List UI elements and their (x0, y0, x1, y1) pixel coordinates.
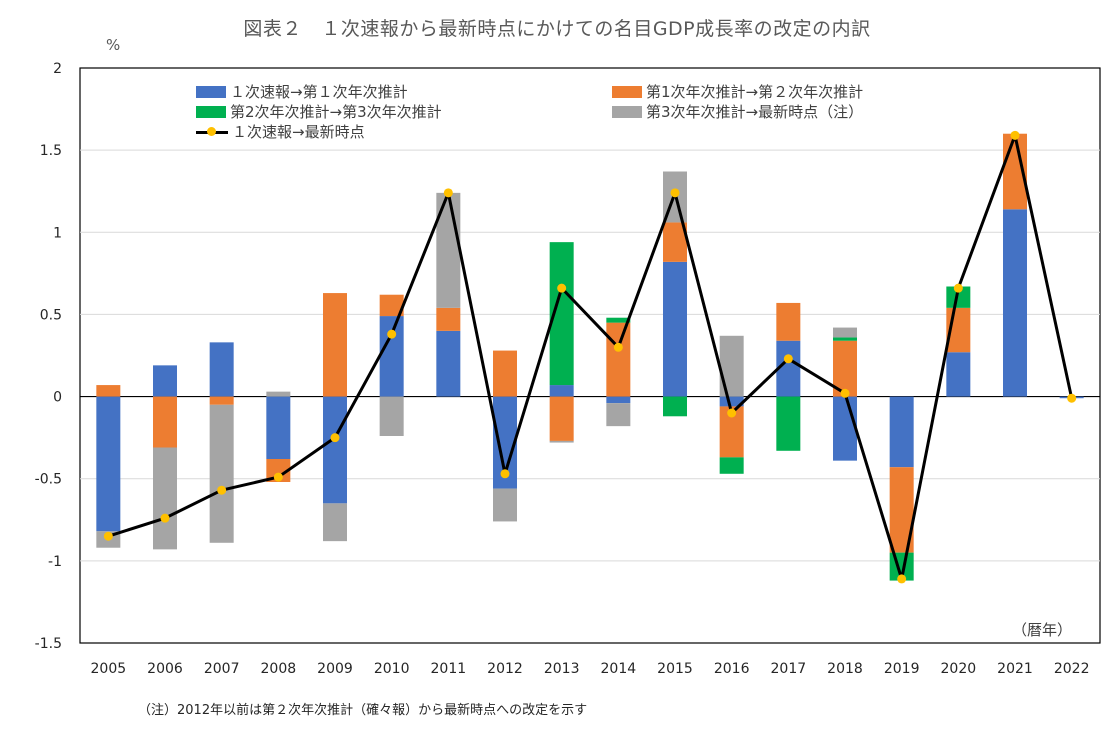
x-tick-label: 2009 (317, 661, 353, 677)
line-marker (330, 433, 340, 443)
plot-frame (79, 67, 1101, 644)
bar-segment-s1 (436, 330, 461, 397)
x-tick-label: 2007 (204, 661, 240, 677)
bar-segment-s4 (379, 396, 404, 436)
bar-segment-s4 (266, 391, 291, 397)
line-marker (897, 574, 907, 584)
x-tick-label: 2011 (431, 661, 467, 677)
x-tick-label: 2010 (374, 661, 410, 677)
x-tick-label: 2019 (884, 661, 920, 677)
bar-segment-s2 (606, 322, 631, 397)
y-tick-label: 1 (53, 225, 62, 241)
line-marker (273, 472, 283, 482)
bar-segment-s3 (946, 286, 971, 308)
x-tick-label: 2008 (261, 661, 297, 677)
bar-segment-s1 (153, 365, 177, 397)
line-marker (557, 283, 567, 293)
line-marker (1010, 130, 1020, 140)
line-marker (1067, 393, 1077, 403)
line-series (107, 133, 1074, 581)
bar-segment-s4 (323, 503, 347, 542)
x-tick-label: 2014 (601, 661, 637, 677)
line-marker (613, 342, 623, 352)
y-tick-label: -1 (48, 554, 62, 570)
x-tick-label: 2015 (657, 661, 693, 677)
x-tick-label: 2021 (997, 661, 1033, 677)
y-tick-label: 0 (53, 390, 62, 406)
line-marker (670, 188, 680, 198)
y-tick-label: 0.5 (40, 307, 62, 323)
bar-segment-s3 (719, 457, 744, 474)
footnote: （注）2012年以前は第２次年次推計（確々報）から最新時点への改定を示す (138, 703, 588, 718)
bar-segment-s2 (379, 294, 404, 317)
bar-segment-s3 (833, 337, 857, 341)
bar-segment-s1 (1003, 209, 1027, 397)
bar-segment-s2 (493, 350, 517, 397)
bar-segment-s2 (436, 307, 461, 331)
line-marker (103, 531, 113, 541)
bar-segment-s1 (889, 396, 914, 468)
bar-segment-s1 (663, 261, 687, 397)
bar-segment-s4 (549, 440, 574, 443)
x-tick-label: 2022 (1054, 661, 1090, 677)
y-tick-label: 1.5 (40, 143, 62, 159)
bar-segment-s1 (719, 396, 744, 407)
x-tick-label: 2006 (147, 661, 183, 677)
x-tick-label: 2017 (771, 661, 807, 677)
line-marker (840, 388, 850, 398)
x-axis-label: （暦年） (1012, 621, 1072, 639)
bar-segment-s2 (549, 396, 574, 441)
x-tick-label: 2005 (91, 661, 127, 677)
bar-segment-s2 (209, 396, 234, 405)
line-marker (160, 513, 170, 523)
bar-segment-s1 (606, 396, 631, 404)
bar-segment-s1 (549, 385, 574, 397)
y-unit-label: % (106, 36, 121, 54)
y-tick-label: -0.5 (35, 472, 62, 488)
bar-segment-s4 (493, 488, 517, 522)
bar-segment-s3 (606, 317, 631, 323)
bar-segment-s4 (209, 404, 234, 543)
bar-segment-s1 (833, 396, 857, 461)
bar-segment-s3 (663, 396, 687, 417)
bar-segment-s4 (719, 335, 744, 397)
line-marker (727, 408, 737, 418)
x-tick-label: 2018 (827, 661, 863, 677)
bar-segment-s2 (96, 385, 121, 397)
chart-plot: -1.5 -1 -0.5 0 0.5 1 1.5 2 2005 2006 2007 2008 2009 2… (35, 61, 1101, 677)
bar-segment-s3 (776, 396, 801, 451)
bar-segment-s4 (606, 403, 631, 427)
bar-segment-s2 (323, 293, 347, 397)
bar-segment-s1 (96, 396, 121, 532)
line-marker (953, 283, 963, 293)
x-tick-label: 2012 (487, 661, 523, 677)
bar-segment-s1 (946, 352, 971, 397)
line-marker (443, 188, 453, 198)
bar-segment-s1 (266, 396, 291, 459)
y-tick-label: 2 (53, 61, 62, 77)
chart-title: 図表２ １次速報から最新時点にかけての名目GDP成長率の改定の内訳 (243, 18, 871, 40)
line-marker (217, 485, 227, 495)
bar-segment-s2 (776, 302, 801, 341)
bar-segment-s2 (153, 396, 177, 448)
bar-segment-s4 (833, 327, 857, 338)
bar-segment-s1 (776, 340, 801, 397)
bar-segment-s2 (266, 459, 291, 482)
x-tick-label: 2016 (714, 661, 750, 677)
y-tick-label: -1.5 (35, 636, 62, 652)
line-marker (783, 354, 793, 364)
line-marker (387, 329, 397, 339)
line-marker (500, 469, 510, 479)
x-tick-label: 2020 (941, 661, 977, 677)
bar-segment-s1 (209, 342, 234, 397)
bar-segment-s4 (153, 447, 177, 550)
bar-segment-s1 (379, 316, 404, 397)
bar-segment-s1 (323, 396, 347, 504)
x-tick-label: 2013 (544, 661, 580, 677)
